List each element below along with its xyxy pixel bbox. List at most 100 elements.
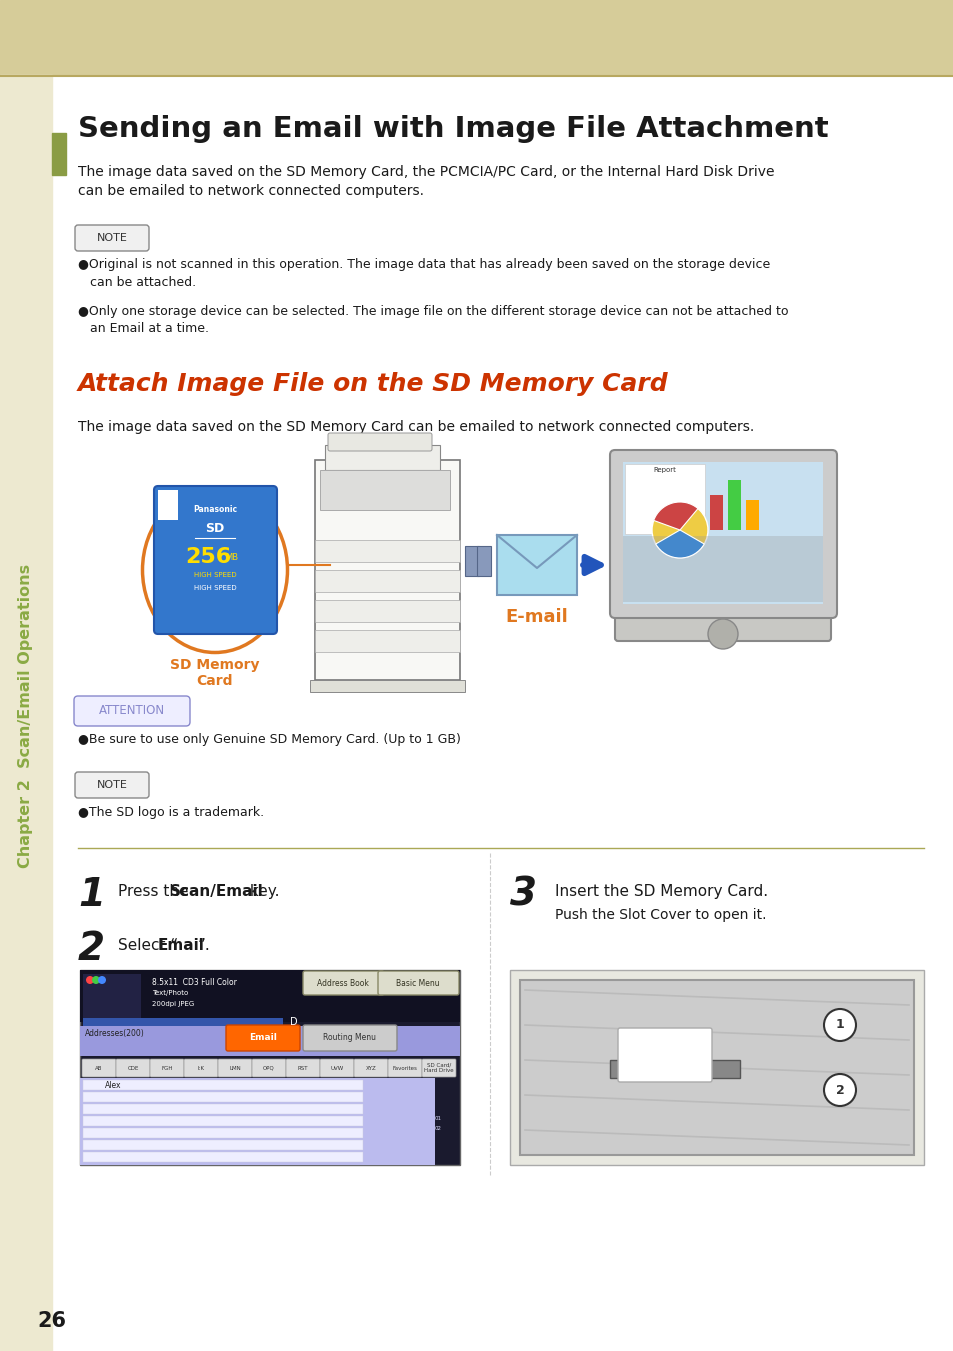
FancyBboxPatch shape <box>150 1059 184 1077</box>
FancyBboxPatch shape <box>354 1059 388 1077</box>
Text: LMN: LMN <box>229 1066 240 1070</box>
Bar <box>52 132 66 176</box>
Text: The image data saved on the SD Memory Card, the PCMCIA/PC Card, or the Internal : The image data saved on the SD Memory Ca… <box>78 165 774 199</box>
Text: 1: 1 <box>78 875 105 915</box>
Bar <box>83 974 141 1019</box>
FancyBboxPatch shape <box>252 1059 286 1077</box>
Bar <box>83 1152 363 1162</box>
FancyBboxPatch shape <box>421 1059 456 1077</box>
Text: Email: Email <box>249 1034 276 1043</box>
Text: AB: AB <box>95 1066 103 1070</box>
Text: Panasonic: Panasonic <box>193 505 236 515</box>
Text: OPQ: OPQ <box>263 1066 274 1070</box>
Text: The image data saved on the SD Memory Card can be emailed to network connected c: The image data saved on the SD Memory Ca… <box>78 420 754 434</box>
Text: NOTE: NOTE <box>96 232 128 243</box>
FancyBboxPatch shape <box>328 434 432 451</box>
Bar <box>83 1116 363 1125</box>
FancyBboxPatch shape <box>82 1059 116 1077</box>
Text: Alex: Alex <box>105 1081 121 1089</box>
Circle shape <box>707 619 738 648</box>
Bar <box>80 970 459 1165</box>
Text: RST: RST <box>297 1066 308 1070</box>
Text: 01: 01 <box>434 1116 441 1120</box>
FancyBboxPatch shape <box>314 459 459 680</box>
Text: FGH: FGH <box>161 1066 172 1070</box>
FancyBboxPatch shape <box>519 979 913 1155</box>
Polygon shape <box>158 490 178 520</box>
Bar <box>83 1019 283 1025</box>
Bar <box>80 970 459 1021</box>
Text: 1: 1 <box>835 1019 843 1032</box>
Circle shape <box>823 1074 855 1106</box>
Text: Routing Menu: Routing Menu <box>323 1034 376 1043</box>
FancyBboxPatch shape <box>226 1025 299 1051</box>
Text: Push the Slot Cover to open it.: Push the Slot Cover to open it. <box>555 908 765 921</box>
Wedge shape <box>655 530 703 558</box>
FancyBboxPatch shape <box>388 1059 421 1077</box>
Bar <box>80 1025 459 1056</box>
Text: 02: 02 <box>434 1125 441 1131</box>
Bar <box>83 1140 363 1150</box>
Circle shape <box>91 975 100 984</box>
Text: D: D <box>290 1017 297 1027</box>
Bar <box>314 540 459 562</box>
Bar <box>727 480 740 530</box>
Text: SD Memory
Card: SD Memory Card <box>170 658 259 688</box>
FancyBboxPatch shape <box>218 1059 252 1077</box>
Text: HIGH SPEED: HIGH SPEED <box>193 585 236 590</box>
FancyBboxPatch shape <box>153 486 276 634</box>
Text: Scan/Email: Scan/Email <box>170 884 263 898</box>
Text: Press the: Press the <box>118 884 193 898</box>
FancyBboxPatch shape <box>464 546 478 576</box>
Text: Select “: Select “ <box>118 938 178 952</box>
Text: Attach Image File on the SD Memory Card: Attach Image File on the SD Memory Card <box>78 372 668 396</box>
Bar <box>158 490 178 520</box>
Text: ●Original is not scanned in this operation. The image data that has already been: ●Original is not scanned in this operati… <box>78 258 769 289</box>
Text: I:K: I:K <box>197 1066 204 1070</box>
Bar <box>624 463 704 534</box>
Circle shape <box>823 1009 855 1042</box>
Bar <box>745 500 759 530</box>
Bar <box>83 1079 363 1090</box>
FancyBboxPatch shape <box>618 1028 711 1082</box>
Text: Sending an Email with Image File Attachment: Sending an Email with Image File Attachm… <box>78 115 828 143</box>
Text: 200dpi JPEG: 200dpi JPEG <box>152 1001 194 1006</box>
FancyBboxPatch shape <box>609 450 836 617</box>
Bar <box>314 570 459 592</box>
Text: SD Card/
Hard Drive: SD Card/ Hard Drive <box>424 1063 454 1074</box>
Text: UVW: UVW <box>330 1066 343 1070</box>
Text: SD: SD <box>205 521 224 535</box>
FancyBboxPatch shape <box>497 535 577 594</box>
Bar <box>609 1061 740 1078</box>
Bar <box>0 0 953 76</box>
Wedge shape <box>653 503 698 530</box>
Text: 256: 256 <box>185 547 231 567</box>
Text: 8.5x11  CD3 Full Color: 8.5x11 CD3 Full Color <box>152 978 236 988</box>
Circle shape <box>98 975 106 984</box>
Text: key.: key. <box>245 884 279 898</box>
FancyBboxPatch shape <box>184 1059 218 1077</box>
FancyBboxPatch shape <box>319 1059 354 1077</box>
Text: ●Be sure to use only Genuine SD Memory Card. (Up to 1 GB): ●Be sure to use only Genuine SD Memory C… <box>78 734 460 746</box>
Bar <box>622 536 822 603</box>
Text: ●The SD logo is a trademark.: ●The SD logo is a trademark. <box>78 807 264 819</box>
FancyBboxPatch shape <box>325 444 439 470</box>
Text: ”.: ”. <box>198 938 211 952</box>
Text: Insert the SD Memory Card.: Insert the SD Memory Card. <box>555 884 767 898</box>
Circle shape <box>86 975 94 984</box>
Bar <box>0 76 52 1351</box>
FancyBboxPatch shape <box>510 970 923 1165</box>
Text: MB: MB <box>225 553 238 562</box>
Bar <box>83 1092 363 1102</box>
Text: E-mail: E-mail <box>505 608 568 626</box>
Bar <box>314 600 459 621</box>
FancyBboxPatch shape <box>286 1059 319 1077</box>
FancyBboxPatch shape <box>476 546 491 576</box>
FancyBboxPatch shape <box>303 971 384 994</box>
FancyBboxPatch shape <box>75 226 149 251</box>
Bar <box>314 630 459 653</box>
Text: NOTE: NOTE <box>96 780 128 790</box>
Text: Email: Email <box>158 938 205 952</box>
Text: ●Only one storage device can be selected. The image file on the different storag: ●Only one storage device can be selected… <box>78 305 788 335</box>
FancyBboxPatch shape <box>303 1025 396 1051</box>
